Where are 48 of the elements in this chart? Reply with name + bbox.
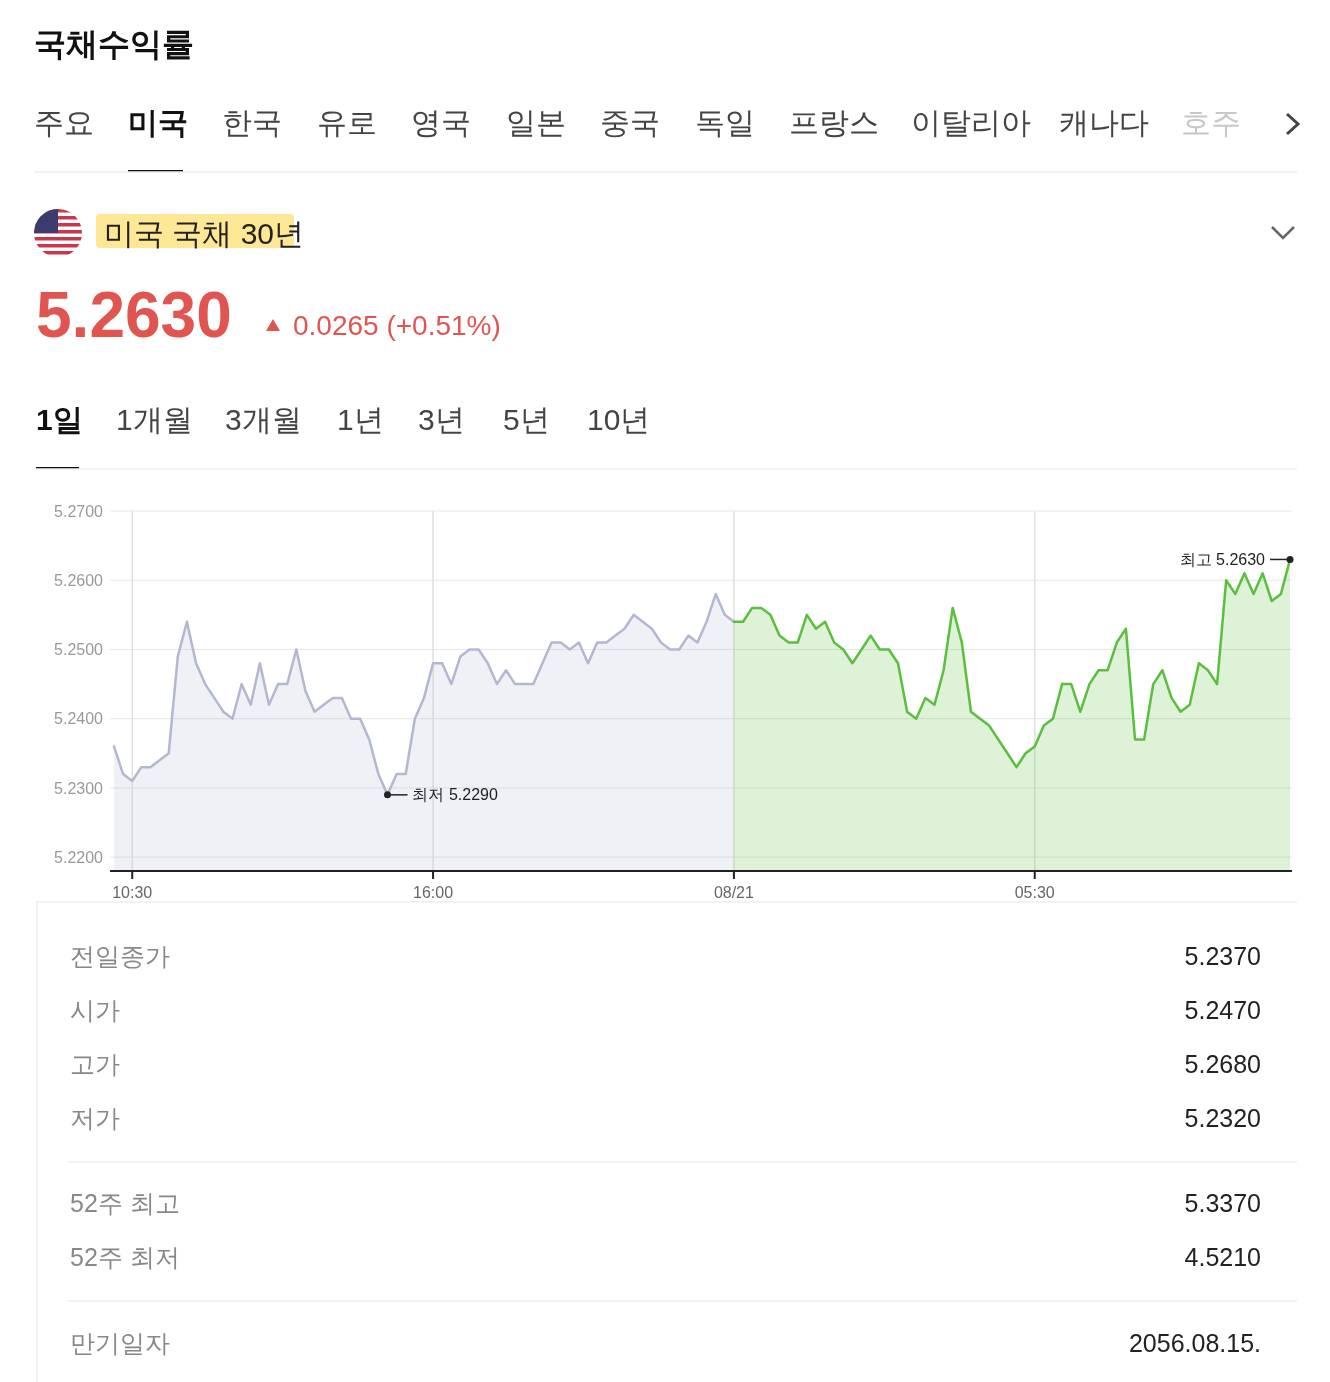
- text: 중국: [600, 106, 660, 139]
- annotation: 최저 5.2290: [412, 786, 498, 804]
- text: 52주 최저: [70, 1242, 180, 1271]
- text: 3개월: [225, 403, 302, 436]
- text: 1개월: [116, 403, 193, 436]
- text: 주요: [34, 106, 94, 139]
- y-tick-label: 5.2200: [54, 848, 104, 866]
- text: 5.2470: [1184, 995, 1261, 1024]
- text: 52주 최고: [70, 1188, 180, 1217]
- text: 만기일자: [70, 1328, 170, 1357]
- x-tick-label: 08/21: [713, 884, 755, 901]
- text: 5년: [503, 403, 550, 436]
- x-tick-label: 10:30: [112, 884, 153, 901]
- text: 시가: [70, 995, 120, 1024]
- y-tick-label: 5.2700: [54, 502, 104, 520]
- text: 유로: [317, 106, 377, 139]
- text: 프랑스: [789, 106, 879, 139]
- annotation: 최고 5.2630: [1179, 551, 1266, 569]
- y-tick-label: 5.2400: [54, 710, 104, 728]
- text: 5.2630: [36, 279, 232, 351]
- text: 영국: [411, 106, 471, 139]
- y-tick-label: 5.2500: [54, 641, 104, 659]
- text: 이탈리아: [911, 106, 1031, 139]
- text: 한국: [222, 106, 282, 139]
- text: 미국: [128, 106, 188, 139]
- text: 1일: [36, 403, 83, 436]
- text: 전일종가: [70, 941, 170, 970]
- text: 2056.08.15.: [1128, 1328, 1261, 1357]
- text: 1년: [337, 403, 384, 436]
- text: 3년: [418, 403, 465, 436]
- text: 5.2320: [1184, 1103, 1261, 1132]
- text: 5.2680: [1184, 1049, 1261, 1078]
- chart-title: 국채수익률: [34, 26, 194, 62]
- text: 4.5210: [1184, 1242, 1261, 1271]
- x-tick-label: 16:00: [413, 884, 454, 901]
- text: 10년: [587, 403, 651, 436]
- x-tick-label: 05:30: [1014, 884, 1055, 901]
- text: 저가: [70, 1103, 120, 1132]
- y-tick-label: 5.2300: [54, 779, 104, 797]
- text: 0.0265 (+0.51%): [293, 310, 501, 341]
- chart-subtitle: 미국 국채 30년: [104, 217, 305, 250]
- y-tick-label: 5.2600: [54, 571, 104, 589]
- text: 독일: [695, 106, 755, 139]
- text: 5.3370: [1184, 1188, 1261, 1217]
- text: 5.2370: [1184, 941, 1261, 970]
- text: 일본: [506, 106, 566, 139]
- text: 캐나다: [1059, 106, 1149, 139]
- text: 고가: [70, 1049, 120, 1078]
